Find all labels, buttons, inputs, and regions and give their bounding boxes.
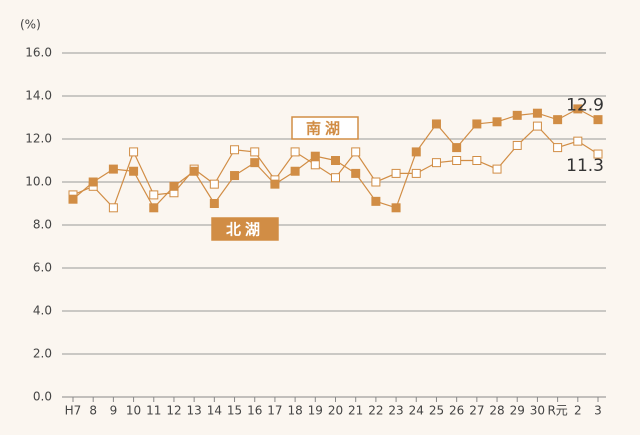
data-point <box>108 203 118 213</box>
data-point <box>391 203 401 213</box>
x-tick-label: 13 <box>187 404 202 418</box>
x-tick-label: 23 <box>388 404 403 418</box>
end-label: 11.3 <box>566 156 604 176</box>
data-point <box>553 143 563 153</box>
legend-box <box>291 116 359 140</box>
data-point <box>532 121 542 131</box>
data-point <box>88 177 98 187</box>
x-tick-label: 3 <box>594 404 602 418</box>
x-tick-label: 22 <box>368 404 383 418</box>
y-axis-unit: (%) <box>20 18 41 32</box>
data-point <box>310 151 320 161</box>
data-point <box>169 181 179 191</box>
data-point <box>149 190 159 200</box>
data-point <box>512 110 522 120</box>
x-tick-label: 15 <box>227 404 242 418</box>
data-point <box>411 147 421 157</box>
x-tick-label: 21 <box>348 404 363 418</box>
data-point <box>593 149 603 159</box>
y-tick-label: 0.0 <box>33 390 52 404</box>
x-tick-label: R元 <box>547 404 567 418</box>
data-point <box>189 166 199 176</box>
data-point <box>573 104 583 114</box>
y-tick-label: 14.0 <box>25 89 52 103</box>
x-tick-label: 14 <box>207 404 222 418</box>
data-point <box>250 147 260 157</box>
data-point <box>452 156 462 165</box>
data-point <box>129 147 139 157</box>
x-tick-label: 9 <box>110 404 118 418</box>
data-point <box>331 156 340 165</box>
y-tick-label: 8.0 <box>33 218 52 232</box>
data-point <box>431 158 441 168</box>
legend-label: 南湖 <box>306 120 344 138</box>
x-tick-label: 11 <box>146 404 161 418</box>
data-point <box>553 115 563 125</box>
data-point <box>230 145 240 155</box>
data-point <box>492 164 502 174</box>
data-point <box>129 166 139 176</box>
data-point <box>351 147 361 157</box>
y-tick-label: 12.0 <box>25 132 52 146</box>
data-point <box>250 158 260 168</box>
data-point <box>431 119 441 129</box>
data-point <box>209 179 219 189</box>
y-tick-label: 6.0 <box>33 261 52 275</box>
y-tick-label: 10.0 <box>25 175 52 189</box>
x-tick-label: 12 <box>166 404 181 418</box>
data-point <box>310 160 320 170</box>
y-tick-label: 4.0 <box>33 304 52 318</box>
legend-label: 北湖 <box>226 221 264 239</box>
data-point <box>149 203 159 213</box>
x-tick-label: 30 <box>530 404 545 418</box>
data-point <box>452 143 462 153</box>
data-point <box>68 194 78 204</box>
data-point <box>290 147 300 157</box>
y-tick-label: 2.0 <box>33 347 52 361</box>
x-tick-label: 20 <box>328 404 343 418</box>
x-tick-label: 17 <box>267 404 282 418</box>
data-point <box>290 166 300 176</box>
data-point <box>351 168 361 178</box>
data-point <box>391 168 401 178</box>
data-point <box>573 136 583 146</box>
data-point <box>371 196 381 206</box>
data-point <box>209 199 219 208</box>
data-point <box>230 171 240 181</box>
data-point <box>512 140 522 150</box>
x-tick-label: H7 <box>65 404 82 418</box>
x-tick-label: 25 <box>429 404 444 418</box>
x-tick-label: 28 <box>489 404 504 418</box>
x-tick-label: 10 <box>126 404 141 418</box>
legend-box <box>211 217 279 241</box>
data-point <box>492 117 502 127</box>
x-tick-label: 26 <box>449 404 464 418</box>
x-tick-label: 29 <box>510 404 525 418</box>
x-tick-label: 16 <box>247 404 262 418</box>
x-tick-label: 27 <box>469 404 484 418</box>
x-tick-label: 18 <box>287 404 302 418</box>
end-label: 12.9 <box>566 96 604 116</box>
data-point <box>371 177 381 187</box>
data-point <box>331 173 340 183</box>
x-tick-label: 24 <box>409 404 424 418</box>
data-point <box>593 115 603 125</box>
x-tick-label: 2 <box>574 404 582 418</box>
data-point <box>472 156 482 165</box>
x-tick-label: 19 <box>308 404 323 418</box>
data-point <box>532 108 542 118</box>
data-point <box>472 119 482 129</box>
y-tick-label: 16.0 <box>25 46 52 60</box>
data-point <box>108 164 118 174</box>
data-point <box>270 179 280 189</box>
x-tick-label: 8 <box>89 404 97 418</box>
data-point <box>411 168 421 178</box>
